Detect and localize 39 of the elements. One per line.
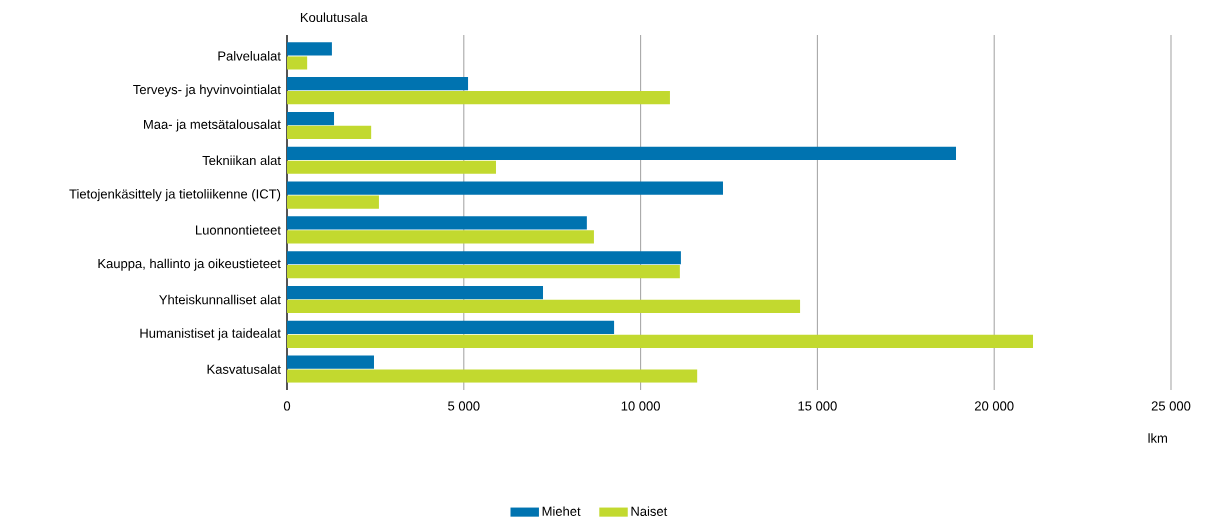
- bar: [287, 334, 1034, 348]
- y-tick-label: Palvelualat: [218, 51, 281, 61]
- bar: [287, 42, 332, 56]
- bar: [287, 285, 544, 300]
- bar: [287, 195, 379, 209]
- bar: [287, 77, 469, 91]
- bar: [287, 265, 680, 279]
- bar: [287, 216, 587, 230]
- x-tick-label: 5 000: [448, 401, 480, 411]
- bar: [287, 146, 957, 160]
- bar: [287, 355, 374, 369]
- x-tick-label: 10 000: [621, 401, 660, 411]
- y-tick-label: Tietojenkäsittely ja tietoliikenne (ICT): [69, 189, 281, 202]
- bar: [287, 111, 335, 126]
- legend-label: Miehet: [542, 506, 581, 516]
- y-axis-title: Koulutusala: [300, 12, 368, 23]
- y-tick-label: Luonnontieteet: [196, 225, 281, 235]
- y-tick-label: Terveys- ja hyvinvointialat: [133, 84, 281, 97]
- y-tick-label: Tekniikan alat: [202, 155, 281, 166]
- bar: [287, 160, 496, 174]
- x-tick-label: 20 000: [974, 401, 1014, 411]
- bar: [287, 230, 594, 244]
- y-tick-label: Kasvatusalat: [207, 364, 281, 374]
- bar: [287, 320, 615, 334]
- y-tick-label: Humanistiset ja taidealat: [140, 328, 281, 341]
- x-tick-label: 15 000: [798, 401, 837, 411]
- bar: [287, 299, 801, 314]
- x-tick-label: 25 000: [1151, 401, 1191, 411]
- legend-label: Naiset: [631, 506, 668, 516]
- y-tick-label: Maa- ja metsätalousalat: [144, 119, 281, 132]
- bar: [287, 91, 670, 105]
- x-axis-title: lkm: [1148, 433, 1167, 443]
- bar: [287, 369, 698, 383]
- x-tick-label: 0: [283, 401, 291, 411]
- bar: [287, 251, 681, 265]
- bar: [287, 181, 723, 195]
- bar: [287, 125, 372, 140]
- y-tick-label: Kauppa, hallinto ja oikeustieteet: [98, 258, 281, 271]
- y-tick-label: Yhteiskunnalliset alat: [159, 294, 281, 305]
